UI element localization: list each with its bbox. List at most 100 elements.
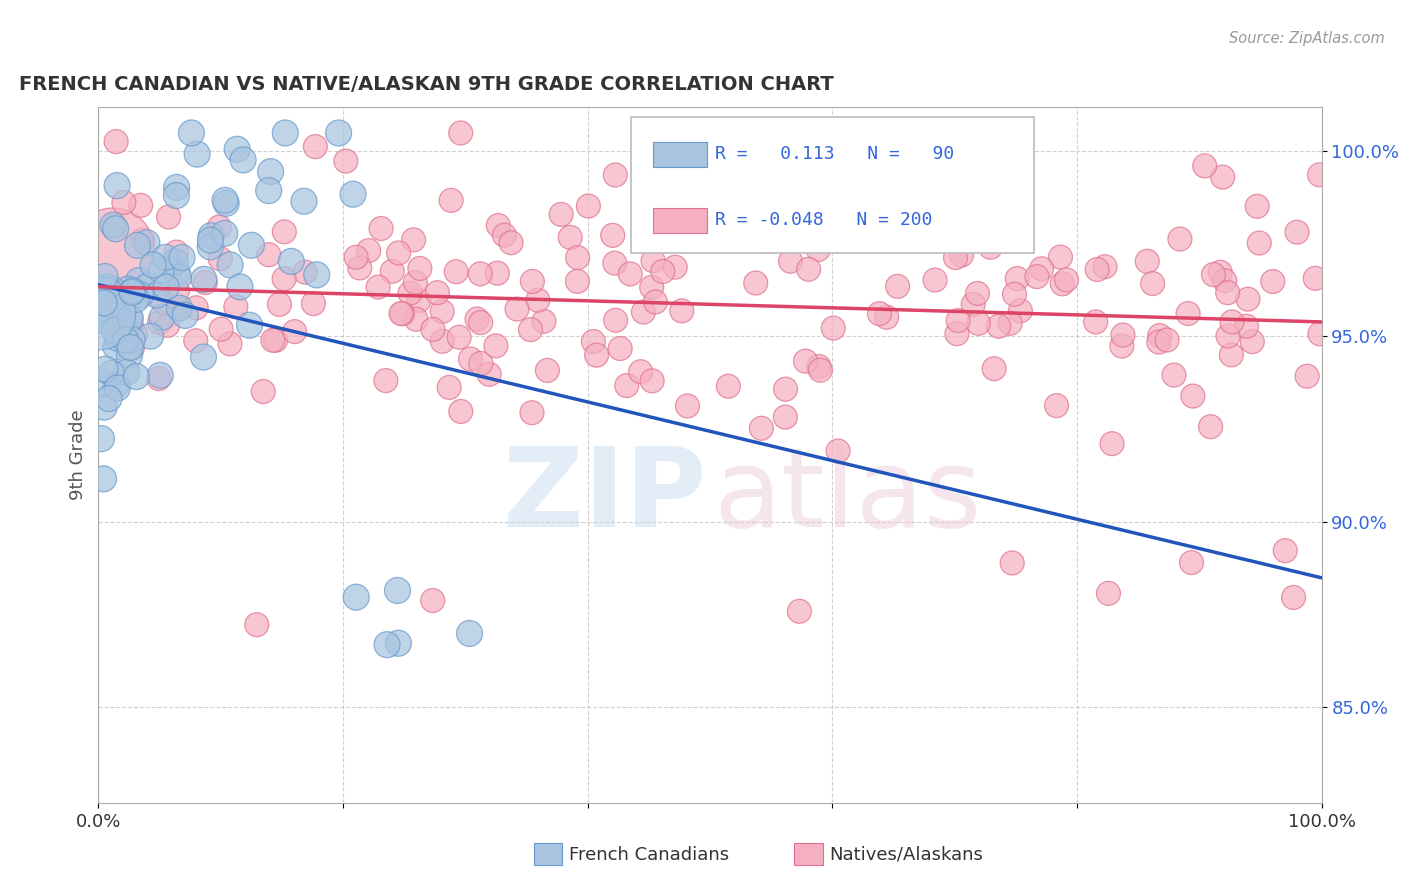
Point — [450, 126, 472, 140]
Point — [120, 311, 142, 326]
Point — [184, 334, 207, 348]
Point — [432, 334, 454, 349]
Point — [114, 333, 136, 347]
Point — [166, 284, 188, 298]
Text: atlas: atlas — [714, 443, 983, 550]
Point — [128, 274, 150, 288]
Point — [1045, 399, 1067, 413]
Point — [402, 233, 425, 247]
Point — [165, 245, 187, 260]
Point — [1180, 556, 1202, 570]
Point — [962, 297, 984, 311]
Point — [1084, 315, 1107, 329]
Point — [745, 276, 768, 290]
Point — [219, 258, 242, 272]
Point — [470, 267, 492, 281]
Point — [186, 301, 208, 315]
Point — [344, 250, 367, 264]
Point — [135, 235, 157, 250]
Point — [115, 365, 138, 379]
Point — [273, 225, 295, 239]
Point — [966, 286, 988, 301]
Bar — [652, 208, 707, 233]
Point — [1010, 303, 1032, 318]
Point — [93, 400, 115, 414]
Point — [328, 126, 350, 140]
Point — [1142, 277, 1164, 291]
Point — [121, 284, 143, 298]
Point — [950, 248, 973, 262]
Point — [101, 242, 124, 256]
Point — [536, 363, 558, 377]
Point — [225, 300, 247, 314]
Point — [1168, 232, 1191, 246]
Point — [112, 195, 135, 210]
Point — [832, 141, 855, 155]
Point — [125, 369, 148, 384]
Point — [104, 378, 127, 392]
Point — [1136, 254, 1159, 268]
Point — [121, 333, 143, 347]
Point — [118, 310, 141, 325]
Bar — [652, 142, 707, 167]
Point — [139, 329, 162, 343]
Point — [91, 376, 114, 390]
Point — [983, 361, 1005, 376]
Point — [449, 330, 471, 344]
Point — [136, 278, 159, 293]
Point — [1156, 333, 1178, 347]
Point — [886, 279, 908, 293]
Point — [789, 604, 811, 618]
FancyBboxPatch shape — [630, 118, 1035, 253]
Point — [117, 295, 139, 310]
Point — [91, 301, 114, 316]
Point — [644, 295, 666, 310]
Point — [125, 293, 148, 307]
Point — [967, 316, 990, 330]
Point — [643, 220, 665, 235]
Point — [585, 348, 607, 362]
Y-axis label: 9th Grade: 9th Grade — [69, 409, 87, 500]
Point — [404, 275, 426, 289]
Point — [152, 295, 174, 310]
Point — [246, 617, 269, 632]
Point — [470, 316, 492, 330]
Point — [367, 280, 389, 294]
Point — [391, 307, 413, 321]
Point — [616, 378, 638, 392]
Point — [294, 265, 316, 279]
Point — [96, 280, 118, 294]
Point — [519, 323, 541, 337]
Point — [112, 301, 135, 315]
Point — [335, 154, 357, 169]
Point — [1052, 277, 1074, 291]
Text: Natives/Alaskans: Natives/Alaskans — [830, 846, 983, 863]
Point — [274, 126, 297, 140]
Point — [873, 169, 896, 184]
Point — [150, 310, 173, 325]
Point — [486, 219, 509, 233]
Point — [422, 593, 444, 607]
Point — [676, 399, 699, 413]
Point — [808, 363, 831, 377]
Point — [148, 371, 170, 385]
Point — [157, 210, 180, 224]
Point — [1111, 339, 1133, 353]
Point — [751, 421, 773, 435]
Point — [520, 406, 543, 420]
Point — [399, 286, 422, 301]
Point — [1274, 543, 1296, 558]
Point — [149, 368, 172, 383]
Point — [174, 309, 197, 323]
Point — [651, 264, 673, 278]
Point — [167, 270, 190, 285]
Point — [89, 313, 111, 327]
Point — [262, 333, 284, 347]
Point — [1163, 368, 1185, 382]
Point — [155, 251, 177, 265]
Point — [605, 313, 627, 327]
Point — [155, 280, 177, 294]
Text: Source: ZipAtlas.com: Source: ZipAtlas.com — [1229, 31, 1385, 46]
Point — [269, 297, 291, 311]
Text: ZIP: ZIP — [503, 443, 706, 550]
